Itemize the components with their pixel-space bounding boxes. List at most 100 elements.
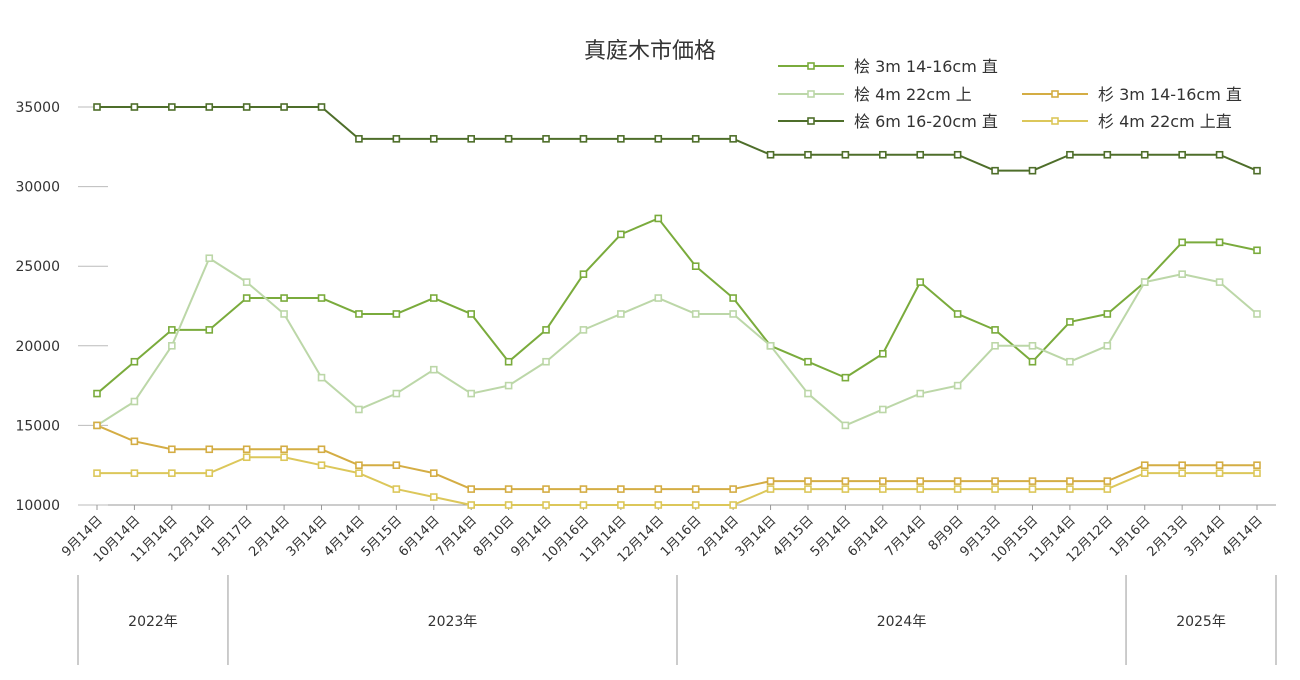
- series-3: [93, 103, 1261, 175]
- x-tick-label: 6月14日: [396, 513, 443, 560]
- data-point: [879, 405, 887, 414]
- data-point: [579, 485, 588, 493]
- legend-item: 杉 4m 22cm 上直: [1022, 112, 1232, 131]
- data-point: [467, 135, 475, 143]
- data-point: [130, 437, 139, 446]
- data-point: [991, 477, 999, 485]
- x-tick-label: 6月14日: [845, 513, 892, 560]
- data-point: [841, 477, 850, 485]
- data-point: [504, 135, 513, 143]
- data-point: [317, 294, 326, 302]
- data-point: [1178, 469, 1186, 477]
- data-point: [953, 150, 962, 159]
- data-point: [953, 485, 962, 493]
- data-point: [841, 485, 850, 493]
- data-point: [1178, 150, 1186, 159]
- data-point: [280, 445, 288, 454]
- data-point: [1253, 469, 1261, 477]
- data-point: [617, 230, 625, 239]
- data-point: [617, 501, 625, 509]
- data-point: [355, 310, 363, 318]
- x-tick-label: 7月14日: [433, 513, 480, 560]
- data-point: [804, 389, 812, 398]
- legend-swatch-marker: [1051, 117, 1059, 125]
- data-point: [579, 135, 588, 143]
- data-point: [280, 294, 288, 302]
- data-point: [429, 365, 438, 374]
- x-tick-label: 1月16日: [1107, 513, 1154, 560]
- data-point: [1215, 461, 1224, 470]
- legend-label: 桧 6m 16-20cm 直: [854, 112, 998, 131]
- data-point: [654, 214, 663, 223]
- data-point: [654, 501, 663, 509]
- axes: 1000015000200002500030000350009月14日10月14…: [15, 100, 1277, 665]
- data-point: [729, 485, 737, 493]
- data-point: [879, 477, 887, 485]
- data-point: [317, 461, 326, 470]
- data-point: [766, 477, 775, 485]
- chart-title: 真庭木市価格: [584, 39, 716, 64]
- data-point: [355, 461, 363, 470]
- legend-item: 桧 4m 22cm 上: [778, 85, 972, 104]
- x-tick-label: 1月16日: [658, 513, 705, 560]
- x-tick-label: 7月14日: [883, 513, 930, 560]
- data-point: [392, 135, 401, 143]
- series-line: [96, 257, 1258, 427]
- data-point: [504, 381, 513, 390]
- data-point: [1140, 150, 1149, 159]
- data-point: [242, 453, 251, 462]
- data-point: [280, 453, 288, 462]
- y-tick-label: 15000: [15, 418, 60, 434]
- legend-swatch-marker: [807, 90, 815, 98]
- data-point: [504, 485, 513, 493]
- data-point: [205, 445, 214, 454]
- data-point: [242, 103, 251, 111]
- x-tick-label: 4月14日: [321, 513, 368, 560]
- data-point: [542, 326, 550, 334]
- data-point: [280, 103, 288, 111]
- data-point: [1103, 341, 1112, 350]
- year-label: 2025年: [1176, 614, 1226, 630]
- data-point: [766, 341, 775, 350]
- data-point: [168, 103, 176, 111]
- data-point: [841, 421, 850, 430]
- data-point: [1215, 150, 1224, 159]
- legend-swatch-marker: [1051, 90, 1059, 98]
- x-tick-label: 5月14日: [808, 513, 855, 560]
- data-point: [916, 485, 925, 493]
- data-point: [1178, 270, 1186, 278]
- data-point: [1028, 166, 1037, 175]
- series-2: [93, 254, 1261, 430]
- data-point: [654, 294, 663, 302]
- data-point: [429, 135, 438, 143]
- data-point: [1103, 477, 1112, 485]
- data-point: [1028, 477, 1037, 485]
- y-tick-label: 10000: [15, 498, 60, 514]
- data-point: [467, 389, 475, 398]
- data-point: [804, 150, 812, 159]
- data-point: [916, 150, 925, 159]
- data-point: [654, 135, 663, 143]
- y-tick-label: 20000: [15, 339, 60, 355]
- data-point: [1028, 341, 1037, 350]
- data-point: [168, 469, 176, 477]
- series-4: [93, 421, 1261, 493]
- data-point: [392, 461, 401, 470]
- legend-label: 杉 3m 14-16cm 直: [1098, 85, 1242, 104]
- legend-item: 桧 6m 16-20cm 直: [778, 112, 998, 131]
- data-point: [205, 326, 214, 334]
- data-point: [542, 485, 550, 493]
- data-point: [1140, 278, 1149, 286]
- data-point: [542, 357, 550, 366]
- y-tick-label: 30000: [15, 180, 60, 196]
- data-point: [168, 326, 176, 334]
- x-tick-label: 2月13日: [1144, 513, 1191, 560]
- data-point: [654, 485, 663, 493]
- data-point: [93, 469, 101, 477]
- data-point: [130, 357, 139, 366]
- data-point: [130, 469, 139, 477]
- legend-label: 桧 4m 22cm 上: [854, 85, 972, 104]
- x-tick-label: 2月14日: [246, 513, 293, 560]
- data-point: [93, 421, 101, 430]
- data-point: [1066, 477, 1074, 485]
